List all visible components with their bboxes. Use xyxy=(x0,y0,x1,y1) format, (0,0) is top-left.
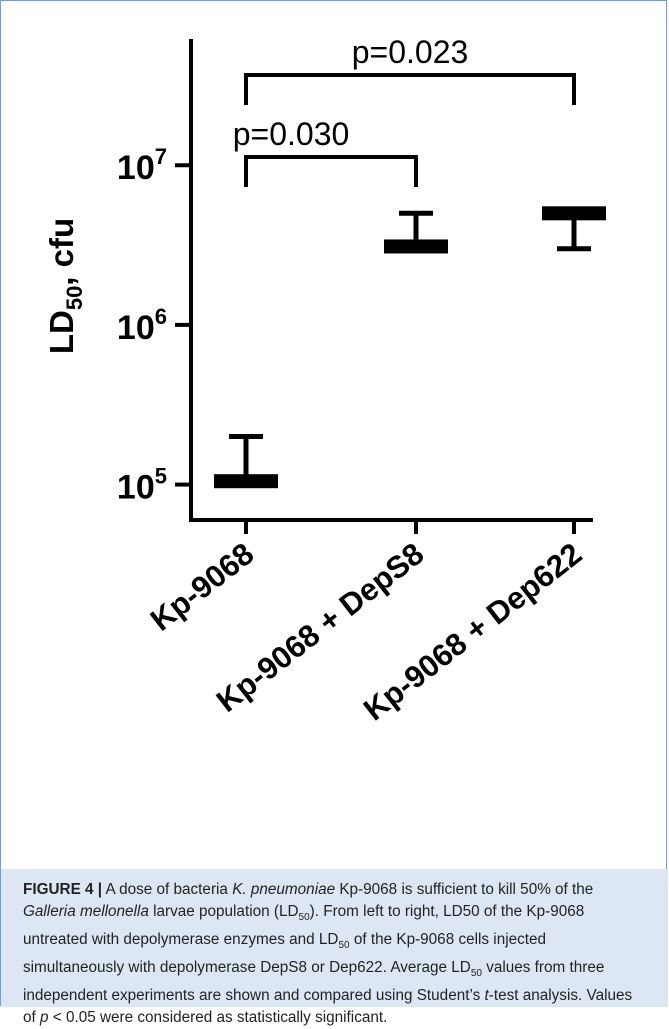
significance-brackets: p=0.023 p=0.030 xyxy=(233,34,576,187)
caption-fragment: 50 xyxy=(338,940,350,952)
significance-bracket: p=0.030 xyxy=(233,116,418,187)
caption-fragment: t xyxy=(484,987,489,1005)
caption-fragment: values from three independent experiment… xyxy=(23,959,605,1005)
y-tick-label: 107 xyxy=(117,144,167,187)
figure-caption: FIGURE 4 | A dose of bacteria K. pneumon… xyxy=(1,869,668,1026)
y-axis-label: LD50, cfu xyxy=(43,218,87,354)
caption-fragment: K. pneumoniae xyxy=(232,881,336,898)
y-ticks: 105 106 107 xyxy=(117,144,191,507)
y-axis-title: LD50, cfu xyxy=(43,218,87,354)
p-value-label: p=0.023 xyxy=(352,34,469,70)
bracket-line xyxy=(244,73,576,105)
axes xyxy=(189,39,593,534)
caption-fragment: larvae population (LD xyxy=(148,903,299,920)
caption-fragment: 50 xyxy=(470,968,482,980)
significance-bracket: p=0.023 xyxy=(244,34,576,105)
x-tick-label: Kp-9068 xyxy=(144,536,261,638)
data-marks xyxy=(214,206,606,489)
bracket-line xyxy=(244,155,418,187)
data-point-2 xyxy=(384,210,448,254)
caption-fragment: < 0.05 were considered as statistically … xyxy=(48,1009,388,1027)
data-point-3 xyxy=(542,206,606,252)
caption-fragment: Kp-9068 is sufficient to kill 50% of the xyxy=(335,881,594,898)
caption-fragment: ). From left to right, LD50 of the Kp-90… xyxy=(23,903,585,949)
chart: LD50, cfu 105 106 107 p=0.023 p=0.030 Kp-90… xyxy=(43,34,606,727)
y-tick-label: 106 xyxy=(117,304,167,347)
caption-fragment: A dose of bacteria xyxy=(102,881,233,898)
caption-fragment: p xyxy=(40,1009,49,1027)
caption-fragment: 50 xyxy=(298,912,310,924)
caption-label: FIGURE 4 | xyxy=(23,881,103,898)
caption-fragment: of the Kp-9068 cells injected simultaneo… xyxy=(23,931,547,977)
data-point-1 xyxy=(214,434,278,489)
y-tick-label: 105 xyxy=(117,464,167,507)
caption-text: A dose of bacteria K. pneumoniae Kp-9068… xyxy=(23,881,632,1026)
p-value-label: p=0.030 xyxy=(233,116,350,152)
caption-fragment: Galleria mellonella xyxy=(23,903,149,920)
